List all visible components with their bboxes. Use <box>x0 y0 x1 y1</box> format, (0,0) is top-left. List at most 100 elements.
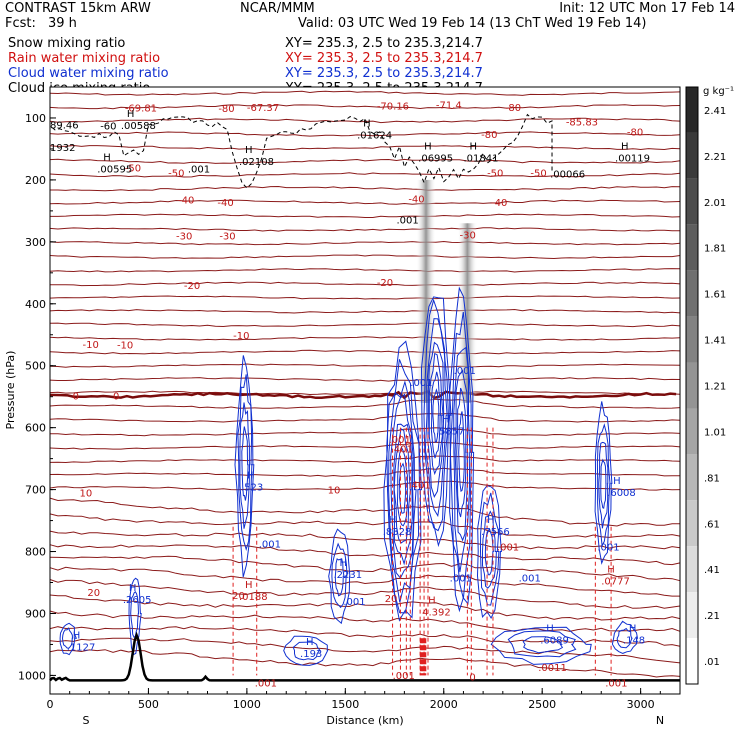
maximum-value-label: .01624 <box>357 130 392 141</box>
temperature-isotherm <box>49 363 681 368</box>
temperature-label: -69.81 <box>125 103 157 114</box>
x-end-label-north: N <box>656 714 664 727</box>
maximum-value-label: .00595 <box>97 165 132 176</box>
y-tick-label: 200 <box>25 174 46 187</box>
temperature-isotherm <box>49 610 681 632</box>
temperature-isotherm <box>49 308 681 314</box>
maximum-value-label: .001 <box>259 539 281 550</box>
cloud-water-contour <box>479 492 500 606</box>
maximum-value-label: .02108 <box>239 157 274 168</box>
maximum-marker: H <box>340 558 348 569</box>
temperature-label: -80 <box>627 128 643 139</box>
colorbar-swatch <box>686 87 698 133</box>
temperature-isotherm <box>49 579 681 609</box>
colorbar-tick-label: .21 <box>704 611 720 622</box>
maximum-marker: H <box>621 141 629 152</box>
cloud-water-contour <box>396 445 409 527</box>
model-name: CONTRAST 15km ARW <box>5 1 151 16</box>
cloud-water-contour <box>423 298 450 532</box>
temperature-isotherm <box>49 227 680 232</box>
rain-water-contours <box>232 427 612 676</box>
snow-column-1 <box>416 179 436 403</box>
snow-column-2 <box>457 223 478 403</box>
cloud-water-contour <box>453 346 471 573</box>
y-tick-label: 100 <box>25 112 46 125</box>
maximum-marker: H <box>245 145 253 156</box>
temperature-isotherm <box>49 199 681 205</box>
field-label-rain: Rain water mixing ratio <box>8 51 160 66</box>
maximum-value-label: .001 <box>450 573 472 584</box>
maximum-marker: H <box>469 141 477 152</box>
maximum-value-label: .523 <box>241 482 263 493</box>
temperature-label: -40 <box>408 194 424 205</box>
colorbar-tick-label: 1.41 <box>704 336 726 347</box>
x-tick-label: 1500 <box>331 698 359 711</box>
terrain-line <box>49 631 680 682</box>
maximum-value-label: 89.46 <box>50 121 79 132</box>
temperature-label: -40 <box>217 198 233 209</box>
cloud-water-contour <box>600 458 607 509</box>
maximum-marker: H <box>613 476 621 487</box>
temperature-isotherm <box>49 497 680 527</box>
colorbar-tick-label: 1.21 <box>704 382 726 393</box>
temperature-isotherm <box>49 268 681 273</box>
maximum-marker: H <box>428 595 436 606</box>
colorbar-unit: g kg⁻¹ <box>703 86 734 97</box>
maximum-value-label: .0188 <box>239 592 268 603</box>
colorbar-tick-label: 2.41 <box>704 106 726 117</box>
temperature-isotherm <box>49 441 681 450</box>
field-label-cloud-water: Cloud water mixing ratio <box>8 66 169 81</box>
cloud-water-contour <box>484 528 494 576</box>
temperature-label: 20 <box>385 594 398 605</box>
maximum-value-label: 4.392 <box>422 607 451 618</box>
maximum-value-label: .001 <box>410 378 432 389</box>
cloud-water-contour <box>388 380 417 603</box>
cloud-water-contour <box>432 388 440 443</box>
maximum-value-label: .06995 <box>418 153 453 164</box>
maximum-value-label: .00588 <box>121 121 156 132</box>
colorbar-frame <box>685 86 699 685</box>
maximum-marker: H <box>247 470 255 481</box>
temperature-label: -71.4 <box>436 100 462 111</box>
temperature-label: 20 <box>232 591 245 602</box>
cloud-water-contour <box>490 626 592 665</box>
maximum-value-label: .148 <box>623 635 645 646</box>
snow-shading <box>416 179 478 403</box>
cloud-water-contour <box>386 359 421 614</box>
temperature-contours <box>49 90 681 678</box>
cloud-water-contour <box>383 340 423 622</box>
temperature-label: 10 <box>328 486 341 497</box>
cloud-water-contour <box>449 311 473 599</box>
temperature-isotherm <box>49 131 681 137</box>
temperature-label: 10 <box>80 489 93 500</box>
maximum-marker: H <box>103 153 111 164</box>
y-tick-label: 500 <box>25 360 46 373</box>
cloud-water-contour <box>59 622 78 656</box>
temperature-label: -10 <box>233 331 249 342</box>
maximum-marker: H <box>306 637 314 648</box>
colorbar-tick-label: 1.61 <box>704 290 726 301</box>
org-name: NCAR/MMM <box>240 1 315 16</box>
temperature-isotherm <box>49 455 681 464</box>
colorbar-tick-label: 2.21 <box>704 152 726 163</box>
maximum-marker: H <box>442 415 450 426</box>
temperature-label: -50 <box>530 168 546 179</box>
maximum-value-label: .5857 <box>436 427 465 438</box>
maximum-value-label: .001 <box>497 542 519 553</box>
maximum-value-label: .6089 <box>540 635 569 646</box>
fcst-value: 39 h <box>48 16 77 31</box>
maximum-value-label: .8328 <box>383 527 412 538</box>
maximum-value-label: .001 <box>397 215 419 226</box>
colorbar-tick-label: .61 <box>704 519 720 530</box>
cloud-water-contour <box>334 558 345 597</box>
cloud-water-contour <box>237 374 253 552</box>
temperature-isotherm <box>49 412 681 423</box>
temperature-label: -10 <box>117 341 133 352</box>
maximum-marker: H <box>363 118 371 129</box>
maximum-value-label: .01841 <box>463 153 498 164</box>
colorbar: 2.41 2.21 2.01 1.81 1.61 1.41 1.21 1.01 .81 .61 .4… <box>685 86 726 685</box>
maximum-marker: H <box>389 515 397 526</box>
temperature-label: -67.37 <box>247 103 279 114</box>
cloud-water-contour <box>283 635 329 666</box>
